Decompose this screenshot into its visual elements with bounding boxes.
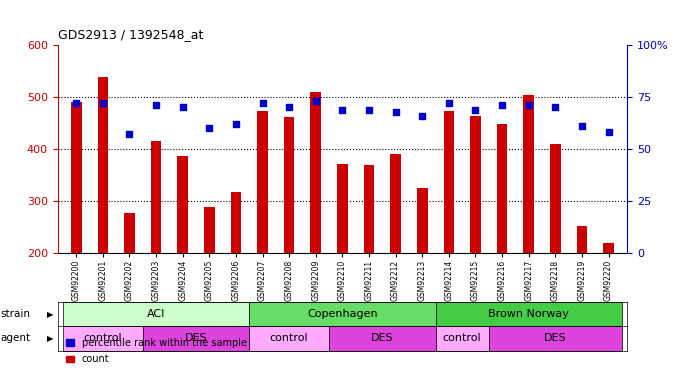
Bar [250,326,329,351]
Bar [143,326,250,351]
Bar [435,302,622,326]
Point [71,100,81,106]
Bar [523,96,534,253]
Point [470,106,481,112]
Bar [257,111,268,253]
Bar [63,326,143,351]
Point [523,102,534,108]
Text: strain: strain [1,309,31,319]
Point [603,129,614,135]
Bar [391,154,401,253]
Bar [576,226,587,253]
Bar [204,207,215,253]
Text: Copenhagen: Copenhagen [307,309,378,319]
Legend: count: count [62,351,113,368]
Bar [284,117,294,253]
Bar [550,144,561,253]
Point [98,100,108,106]
Point [576,123,587,129]
Bar [178,156,188,253]
Bar [329,326,435,351]
Bar [435,326,489,351]
Bar [363,165,374,253]
Point [311,98,321,104]
Bar [470,116,481,253]
Point [283,105,294,111]
Point [443,100,454,106]
Text: GDS2913 / 1392548_at: GDS2913 / 1392548_at [58,28,203,41]
Point [231,121,241,127]
Bar [63,302,250,326]
Legend: percentile rank within the sample: percentile rank within the sample [62,334,251,351]
Bar [417,188,428,253]
Point [204,125,215,131]
Text: ACI: ACI [147,309,165,319]
Bar [443,111,454,253]
Bar [98,77,108,253]
Text: DES: DES [184,333,207,344]
Text: DES: DES [544,333,567,344]
Point [550,105,561,111]
Bar [250,302,435,326]
Point [363,106,374,112]
Text: agent: agent [1,333,31,344]
Bar [231,192,241,253]
Text: ▶: ▶ [47,334,54,343]
Bar [497,124,507,253]
Bar [311,92,321,253]
Bar [71,102,81,253]
Point [124,132,135,138]
Point [417,113,428,119]
Point [497,102,508,108]
Bar [603,243,614,253]
Point [257,100,268,106]
Text: Brown Norway: Brown Norway [488,309,569,319]
Text: control: control [270,333,308,344]
Text: control: control [443,333,481,344]
Bar [489,326,622,351]
Bar [124,213,135,253]
Text: DES: DES [371,333,394,344]
Text: ▶: ▶ [47,310,54,319]
Point [177,105,188,111]
Point [391,109,401,115]
Text: control: control [83,333,122,344]
Bar [337,164,348,253]
Point [151,102,161,108]
Point [337,106,348,112]
Bar [151,141,161,253]
